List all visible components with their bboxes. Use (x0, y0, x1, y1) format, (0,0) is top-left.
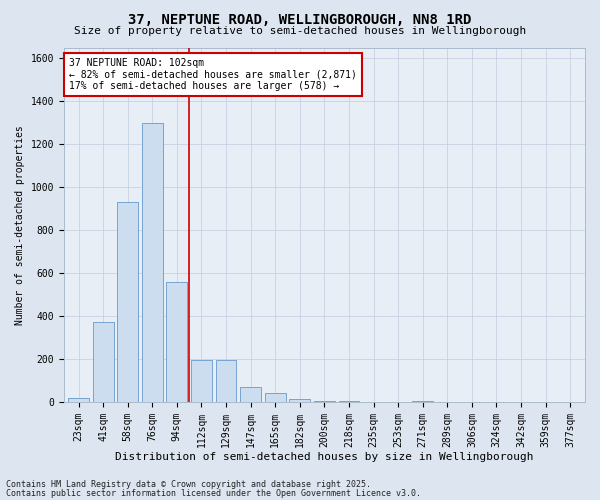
Text: Contains public sector information licensed under the Open Government Licence v3: Contains public sector information licen… (6, 489, 421, 498)
Bar (338, 401, 359, 402)
Bar (191, 360, 212, 402)
Bar (142, 122, 163, 402)
Bar (166, 282, 187, 402)
Bar (117, 202, 138, 402)
Y-axis label: Number of semi-detached properties: Number of semi-detached properties (15, 125, 25, 324)
Bar (240, 387, 261, 402)
Bar (412, 401, 433, 402)
Text: Size of property relative to semi-detached houses in Wellingborough: Size of property relative to semi-detach… (74, 26, 526, 36)
Bar (314, 401, 335, 402)
Text: 37 NEPTUNE ROAD: 102sqm
← 82% of semi-detached houses are smaller (2,871)
17% of: 37 NEPTUNE ROAD: 102sqm ← 82% of semi-de… (69, 58, 357, 92)
Text: 37, NEPTUNE ROAD, WELLINGBOROUGH, NN8 1RD: 37, NEPTUNE ROAD, WELLINGBOROUGH, NN8 1R… (128, 12, 472, 26)
Bar (289, 398, 310, 402)
Text: Contains HM Land Registry data © Crown copyright and database right 2025.: Contains HM Land Registry data © Crown c… (6, 480, 371, 489)
Bar (215, 360, 236, 402)
Bar (265, 394, 286, 402)
X-axis label: Distribution of semi-detached houses by size in Wellingborough: Distribution of semi-detached houses by … (115, 452, 533, 462)
Bar (92, 322, 113, 402)
Bar (68, 398, 89, 402)
